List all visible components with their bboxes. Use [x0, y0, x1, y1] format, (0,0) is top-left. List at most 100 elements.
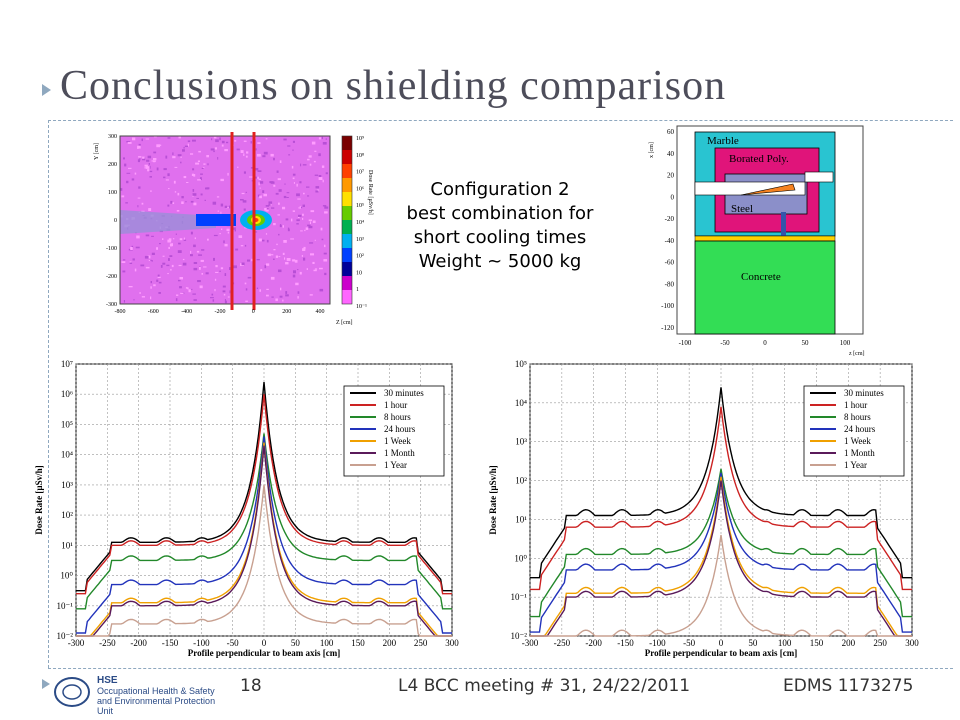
legend-label: 1 hour: [384, 400, 407, 410]
dose-map-speckle: [309, 242, 314, 244]
geometry-ytick: 40: [667, 150, 675, 158]
dose-map-speckle: [325, 172, 328, 175]
dose-map-speckle: [129, 262, 133, 264]
hse-logo-text: HSE Occupational Health & Safety and Env…: [97, 676, 232, 717]
colorbar-swatch: [342, 192, 352, 206]
dose-map-speckle: [163, 176, 166, 179]
dose-map-speckle: [193, 299, 197, 301]
y-tick-label: 10⁰: [60, 571, 73, 581]
dose-map-speckle: [240, 245, 244, 247]
x-tick-label: -300: [68, 638, 85, 648]
dose-map-speckle: [160, 265, 163, 268]
dose-map-speckle: [196, 250, 200, 253]
cern-logo-icon: [54, 677, 90, 707]
dose-map-speckle: [198, 150, 201, 153]
dose-map-speckle: [217, 210, 219, 212]
dose-map-speckle: [296, 223, 299, 225]
dose-map-speckle: [259, 289, 261, 292]
dose-map-speckle: [197, 179, 201, 181]
dose-map-speckle: [137, 145, 141, 149]
dose-map-xtick: -400: [181, 309, 192, 315]
dose-map-speckle: [310, 253, 314, 256]
dose-map-band-blue: [196, 214, 236, 226]
dose-map-speckle: [193, 202, 197, 206]
colorbar-swatch: [342, 248, 352, 262]
dose-map-speckle: [271, 296, 274, 298]
dose-map-speckle: [185, 201, 187, 203]
dose-map-speckle: [227, 296, 230, 298]
dose-map-speckle: [207, 238, 209, 241]
floor-layer: [694, 235, 836, 242]
y-tick-label: 10⁻²: [57, 631, 74, 641]
dose-map-speckle: [145, 166, 150, 169]
x-tick-label: 150: [351, 638, 365, 648]
dose-map-speckle: [166, 264, 170, 267]
dose-map-speckle: [184, 145, 188, 147]
x-tick-label: 150: [810, 638, 824, 648]
concrete-region: [694, 240, 836, 335]
dose-map-speckle: [150, 296, 152, 300]
y-tick-label: 10³: [61, 480, 73, 490]
dose-map-speckle: [266, 263, 270, 266]
dose-map-speckle: [277, 214, 280, 216]
y-tick-label: 10⁷: [61, 359, 73, 369]
colorbar-label: 10⁸: [356, 153, 364, 159]
dose-map-speckle: [261, 239, 265, 242]
dose-map-speckle: [130, 247, 133, 250]
dose-map-speckle: [193, 174, 196, 177]
dose-map-speckle: [294, 259, 298, 263]
x-tick-label: 300: [905, 638, 919, 648]
dose-map-speckle: [307, 158, 310, 161]
dose-map-speckle: [264, 208, 267, 211]
dose-map-speckle: [265, 138, 268, 140]
colorbar-swatch: [342, 290, 352, 304]
geometry-ytick: 60: [667, 128, 675, 136]
y-tick-label: 10⁵: [515, 359, 527, 369]
dose-map-speckle: [221, 140, 225, 144]
dose-map-speckle: [149, 170, 153, 173]
dose-map-speckle: [151, 260, 153, 262]
dose-map-speckle: [210, 297, 214, 299]
dose-map-speckle: [191, 288, 193, 290]
dose-map-speckle: [192, 293, 196, 295]
dose-map-speckle: [302, 217, 304, 220]
dose-map-speckle: [296, 219, 300, 222]
dose-map-speckle: [147, 155, 152, 159]
dose-map-speckle: [278, 233, 280, 236]
dose-map-speckle: [223, 293, 226, 296]
dose-map-speckle: [292, 140, 295, 143]
dose-map-speckle: [241, 262, 245, 266]
dose-map-speckle: [315, 186, 320, 189]
dose-map-speckle: [135, 246, 140, 249]
dose-map-speckle: [269, 203, 272, 206]
dose-map-speckle: [297, 291, 300, 294]
colorbar-swatch: [342, 220, 352, 234]
legend-label: 1 Month: [384, 448, 415, 458]
dose-map-speckle: [275, 255, 278, 258]
dose-map-speckle: [314, 239, 316, 241]
geometry-ytick: -20: [665, 215, 675, 223]
dose-profile-chart-left: -300 -250 -200 -150 -100 -50 0 50 100 150 200 250 30…: [34, 359, 459, 658]
page-number: 18: [240, 676, 262, 696]
dose-map-speckle: [183, 237, 185, 240]
dose-map-speckle: [321, 165, 325, 168]
dose-map-speckle: [302, 204, 305, 207]
dose-map-speckle: [150, 259, 152, 261]
dose-map-speckle: [152, 160, 155, 163]
series-line-1-hour: [530, 406, 912, 591]
dose-map-speckle: [315, 190, 319, 193]
dose-map-speckle: [140, 264, 145, 267]
y-tick-label: 10⁵: [61, 419, 73, 429]
dose-map-xtick: -600: [148, 309, 159, 315]
colorbar-label: 10⁹: [356, 136, 364, 142]
target-wedge: [740, 183, 796, 196]
dose-map-speckle: [314, 150, 317, 152]
title-divider: [48, 120, 953, 121]
dose-map-speckle: [122, 270, 126, 273]
dose-map-speckle: [324, 244, 326, 248]
dose-map-speckle: [171, 243, 173, 247]
dose-map-speckle: [192, 139, 196, 142]
dose-map-speckle: [251, 258, 253, 262]
dose-map-speckle: [177, 192, 180, 196]
dose-map-speckle: [318, 137, 322, 140]
